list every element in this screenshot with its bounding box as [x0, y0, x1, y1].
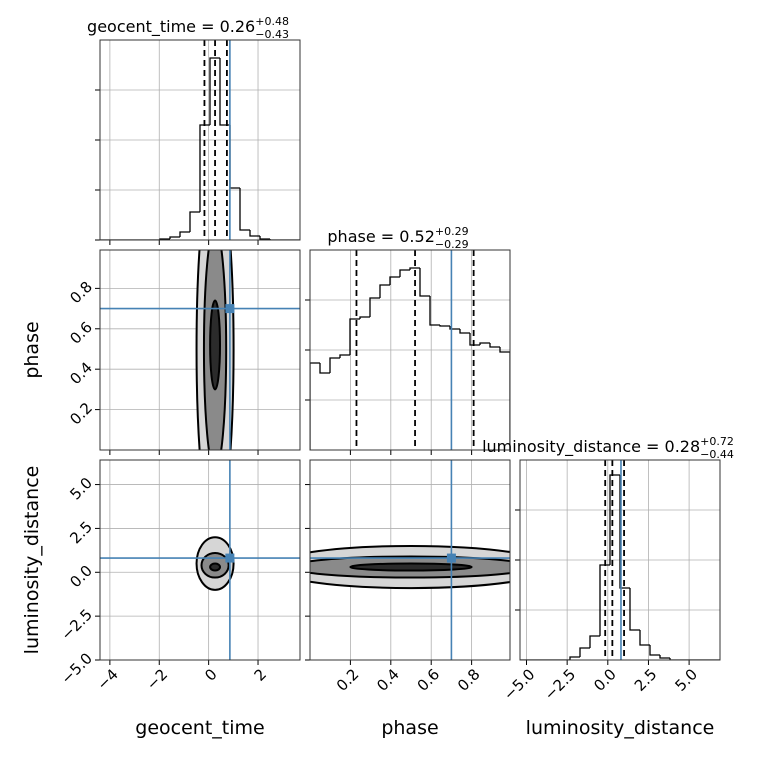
histogram-step	[609, 474, 620, 565]
histogram-step	[219, 58, 230, 126]
contour	[349, 562, 473, 572]
x-tick-label: 0	[201, 665, 220, 684]
x-tick-label: 0.0	[590, 665, 620, 695]
y-tick-label: 0.0	[66, 562, 96, 592]
panel-title: geocent_time = 0.26+0.48 −0.43	[87, 15, 289, 41]
truth-marker	[225, 553, 235, 563]
histogram-step	[489, 343, 500, 348]
histogram-step	[249, 230, 260, 237]
histogram-step	[179, 231, 190, 237]
y-tick-label: 0.8	[66, 278, 96, 308]
title-upper: +0.29	[435, 225, 469, 238]
histogram-step	[379, 284, 390, 298]
histogram-step	[659, 655, 670, 659]
x-tick-label: 2.5	[631, 665, 661, 695]
x-tick-label: −5.0	[500, 665, 538, 703]
y-tick-label: 0.4	[66, 358, 96, 388]
y-tick-label: 2.5	[66, 518, 96, 548]
y-tick-label: 0.6	[66, 318, 96, 348]
x-tick-label: −4	[94, 665, 122, 693]
histogram-step	[349, 318, 360, 355]
histogram-step	[229, 125, 240, 189]
x-tick-label: 0.8	[454, 665, 484, 695]
title-lower: −0.43	[255, 28, 289, 41]
histogram-step	[310, 362, 320, 450]
histogram-step	[599, 564, 610, 636]
x-tick-label: −2	[143, 665, 171, 693]
histogram-step	[199, 124, 210, 212]
title-text: geocent_time = 0.26	[87, 17, 255, 37]
histogram-step	[469, 333, 480, 346]
panel-title: luminosity_distance = 0.28+0.72 −0.44	[482, 435, 734, 461]
x-tick-label: 0.4	[373, 665, 403, 695]
histogram-step	[579, 647, 590, 657]
histogram-step	[639, 630, 650, 646]
panel-title: phase = 0.52+0.29 −0.29	[327, 225, 468, 251]
histogram-step	[369, 297, 380, 317]
title-text: phase = 0.52	[327, 227, 434, 246]
y-axis-label: luminosity_distance	[21, 466, 43, 655]
histogram-step	[209, 57, 220, 125]
x-tick-label: −2.5	[541, 665, 579, 703]
title-text: luminosity_distance = 0.28	[482, 437, 700, 457]
x-tick-label: 0.2	[333, 665, 363, 695]
x-tick-label: 5.0	[672, 665, 702, 695]
histogram-step	[269, 239, 280, 240]
x-axis-label: phase	[381, 717, 438, 739]
histogram-step	[189, 211, 200, 232]
title-lower: −0.44	[700, 448, 734, 461]
contour	[209, 562, 221, 572]
panel-frame	[309, 459, 511, 661]
histogram-step	[619, 475, 630, 589]
histogram-step	[419, 268, 430, 297]
histogram-step	[479, 342, 490, 345]
histogram-step	[439, 325, 450, 327]
y-tick-label: 5.0	[66, 474, 96, 504]
x-axis-label: luminosity_distance	[526, 717, 715, 739]
histogram-step	[169, 236, 180, 239]
histogram-step	[329, 357, 340, 373]
y-tick-label: −5.0	[58, 649, 96, 687]
histogram-step	[339, 354, 350, 358]
panel: −5.0 −2.5 0.0 2.5 5.0 luminosity_distance = 0…	[482, 435, 734, 739]
histogram-step	[399, 269, 410, 277]
panel-frame	[309, 249, 511, 451]
panel: −4 −2 0 2 −5.0 −2.5 0.0 2.5 5.0 geocent_time lumin…	[21, 459, 301, 739]
x-tick-label: 2	[251, 665, 270, 684]
truth-marker	[446, 553, 456, 563]
y-axis-label: phase	[21, 321, 43, 378]
panel-frame	[99, 459, 301, 661]
y-tick-label: 0.2	[66, 399, 96, 429]
x-axis-label: geocent_time	[135, 717, 264, 739]
histogram-step	[589, 635, 600, 648]
histogram-step	[389, 276, 400, 285]
panel-frame	[519, 459, 721, 661]
histogram-step	[319, 363, 330, 374]
histogram-step	[259, 236, 270, 240]
panel-frame	[99, 39, 301, 241]
title-lower: −0.29	[435, 238, 469, 251]
y-tick-label: −2.5	[58, 605, 96, 643]
histogram-step	[459, 329, 470, 334]
histogram-step	[359, 316, 370, 319]
x-tick-label: 0.6	[414, 665, 444, 695]
histogram-step	[629, 588, 640, 631]
histogram-step	[649, 645, 660, 656]
truth-marker	[225, 304, 235, 314]
title-upper: +0.48	[255, 15, 289, 28]
histogram-step	[409, 267, 420, 270]
histogram-step	[499, 347, 510, 450]
title-upper: +0.72	[700, 435, 734, 448]
histogram-step	[429, 296, 440, 326]
histogram-step	[569, 656, 580, 660]
panel: geocent_time = 0.26+0.48 −0.43	[87, 15, 301, 245]
histogram-step	[669, 658, 680, 660]
histogram-step	[239, 188, 250, 231]
histogram-step	[449, 326, 460, 330]
panel: phase = 0.52+0.29 −0.29	[305, 225, 511, 455]
contour	[209, 299, 221, 391]
panel-frame	[99, 249, 301, 451]
